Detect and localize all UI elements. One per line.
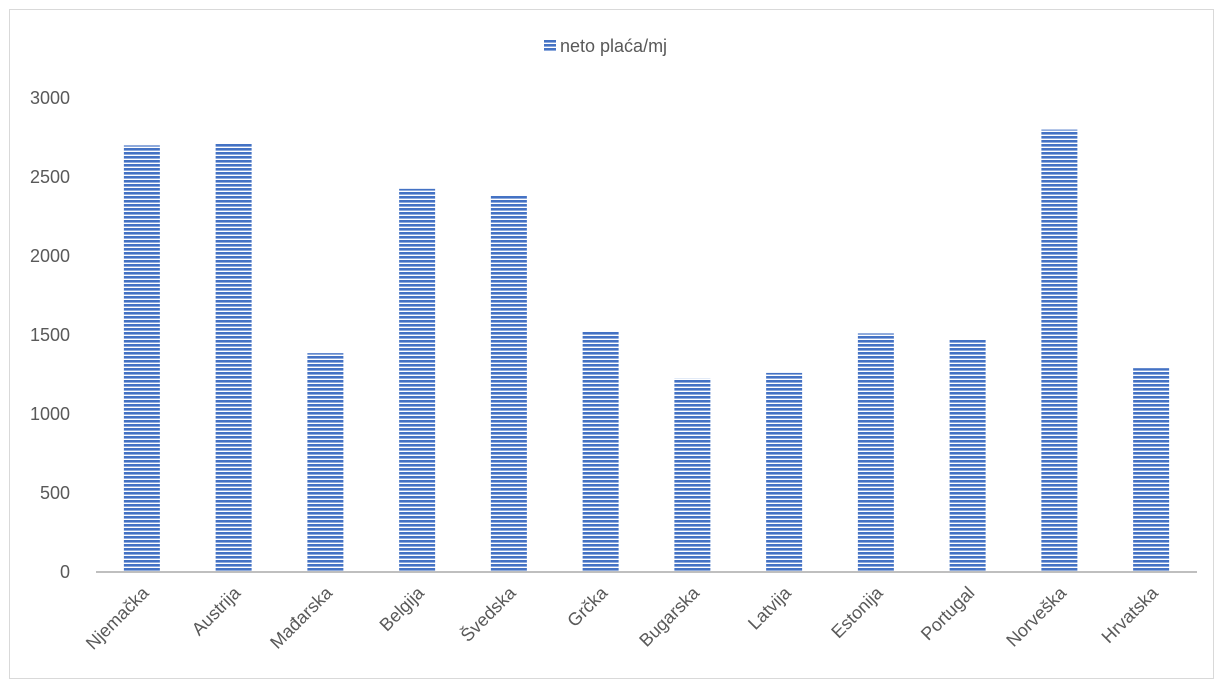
y-tick-label: 2500 [30,167,70,187]
x-tick-label: Njemačka [82,582,153,653]
legend-label: neto plaća/mj [560,36,667,56]
x-tick-label: Belgija [376,582,429,635]
y-axis-ticks: 0 500 1000 1500 2000 2500 3000 [30,88,70,582]
legend: neto plaća/mj [544,36,667,56]
x-tick-label: Grčka [563,582,612,631]
bar [674,378,711,572]
y-tick-label: 3000 [30,88,70,108]
x-tick-label: Švedska [456,581,520,645]
legend-swatch [544,40,556,52]
x-tick-label: Hrvatska [1098,582,1163,647]
bar [582,331,619,572]
x-tick-label: Norveška [1002,582,1071,651]
bar [1041,129,1078,572]
bar [766,372,803,572]
y-tick-label: 1500 [30,325,70,345]
bar [399,188,436,572]
x-tick-label: Mađarska [266,582,337,653]
bar [1133,368,1170,572]
bar [307,353,344,572]
bar [123,145,160,572]
y-tick-label: 500 [40,483,70,503]
x-tick-label: Austrija [188,582,245,639]
y-tick-label: 1000 [30,404,70,424]
bar [215,143,252,572]
x-axis-ticks: Njemačka Austrija Mađarska Belgija Švedska Gr… [82,581,1163,653]
y-tick-label: 2000 [30,246,70,266]
bar [490,195,527,572]
x-tick-label: Bugarska [635,582,704,651]
x-tick-label: Latvija [744,582,796,634]
bar [949,339,986,572]
x-tick-label: Estonija [827,582,887,642]
x-tick-label: Portugal [917,583,979,645]
bar [857,333,894,572]
bars [123,129,1170,572]
y-tick-label: 0 [60,562,70,582]
